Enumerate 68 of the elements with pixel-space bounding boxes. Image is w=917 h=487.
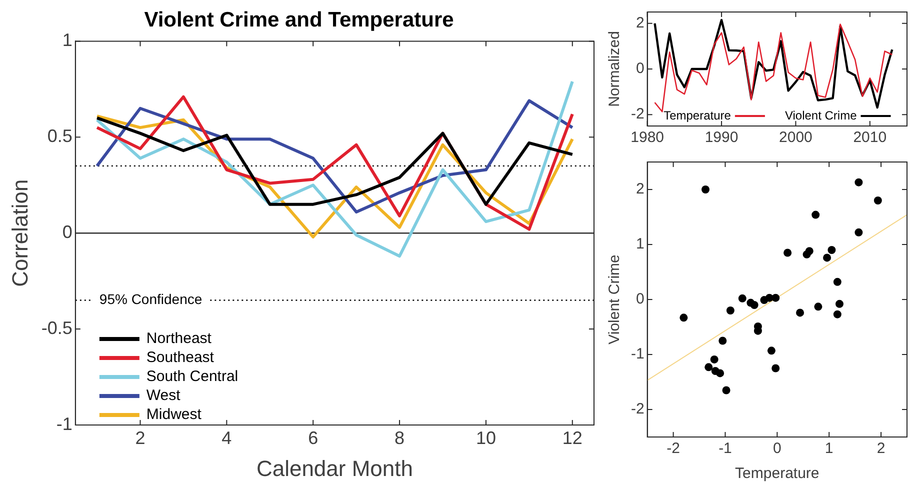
point	[680, 314, 688, 322]
y-tick-label: -2	[630, 106, 644, 123]
x-axis-title: Calendar Month	[256, 456, 413, 481]
point	[833, 310, 842, 318]
legend-label: Southeast	[146, 349, 215, 366]
y-tick-label: 0.5	[47, 126, 72, 146]
point	[823, 254, 832, 262]
legend-label: Temperature	[664, 108, 732, 122]
y-tick-label: 0	[636, 60, 644, 78]
point	[812, 210, 820, 219]
point	[772, 364, 780, 372]
point	[718, 336, 727, 345]
point	[704, 363, 713, 372]
x-tick-label: 0	[772, 440, 782, 458]
x-tick-label: 2	[135, 428, 146, 448]
y-tick-label: 0	[636, 290, 644, 308]
x-tick-label: 8	[394, 428, 405, 448]
y-tick-label: -1	[56, 414, 72, 434]
y-tick-label: -0.5	[41, 318, 72, 338]
point	[835, 300, 844, 308]
point	[874, 196, 882, 204]
x-tick-label: 10	[476, 428, 496, 448]
point	[726, 306, 734, 314]
x-tick-label: -2	[666, 440, 680, 458]
point	[767, 346, 776, 355]
point	[854, 228, 863, 236]
x-tick-label: 6	[308, 428, 318, 448]
y-axis-title: Correlation	[7, 179, 32, 287]
point	[716, 369, 724, 378]
x-tick-label: 4	[222, 428, 232, 448]
x-tick-label: 1990	[704, 129, 738, 146]
point	[814, 302, 822, 311]
y-tick-label: -2	[630, 400, 644, 418]
point	[738, 294, 746, 302]
y-tick-label: -1	[630, 346, 644, 363]
x-tick-label: 1980	[630, 129, 664, 146]
point	[702, 186, 710, 194]
legend-label: South Central	[146, 368, 238, 386]
x-tick-label: 12	[562, 428, 582, 448]
x-tick-label: 2010	[853, 129, 887, 146]
x-tick-label: 2	[876, 440, 886, 458]
chart-title: Violent Crime and Temperature	[144, 8, 454, 32]
point	[805, 247, 814, 256]
y-tick-label: 1	[636, 236, 644, 253]
point	[828, 246, 836, 254]
y-tick-label: 1	[62, 30, 72, 50]
y-tick-label: 2	[636, 180, 644, 198]
legend-label: Violent Crime	[784, 108, 858, 122]
point	[710, 355, 718, 364]
x-tick-label: 2000	[779, 129, 812, 146]
x-tick-label: 1	[824, 440, 834, 458]
point	[750, 301, 758, 309]
point	[722, 386, 730, 394]
legend-label: Northeast	[146, 330, 212, 348]
y-axis-title: Violent Crime	[606, 254, 624, 344]
y-tick-label: 2	[636, 14, 644, 32]
point	[796, 308, 804, 317]
y-axis-title: Normalized	[606, 31, 624, 107]
legend-label: Midwest	[146, 406, 202, 424]
point	[772, 294, 780, 302]
point	[854, 178, 863, 186]
x-axis-title: Temperature	[735, 465, 820, 482]
legend-label: West	[146, 387, 182, 404]
ref-line-label: 95% Confidence	[99, 291, 202, 308]
y-tick-label: 0	[62, 222, 72, 242]
x-tick-label: -1	[718, 440, 732, 458]
point	[784, 248, 792, 257]
point	[833, 278, 842, 286]
